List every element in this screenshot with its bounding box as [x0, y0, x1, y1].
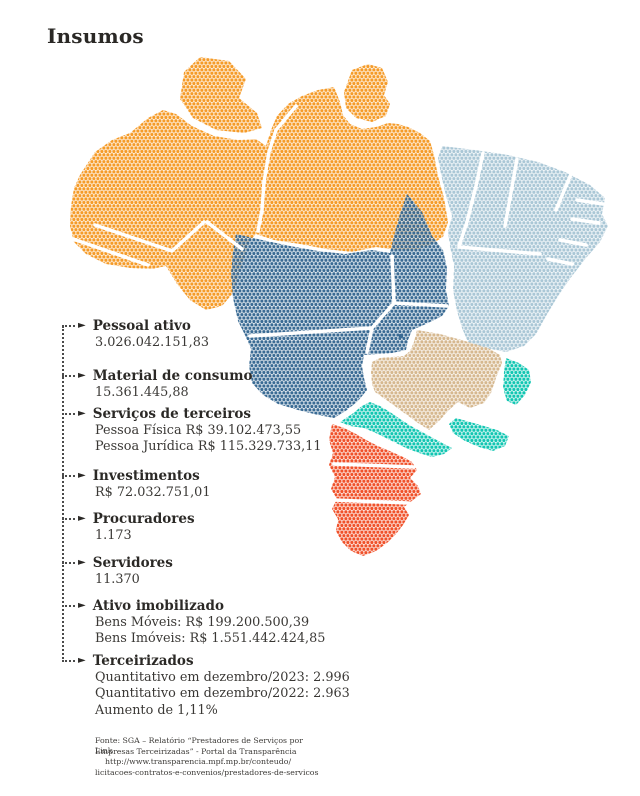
- legend-value: 11.370: [95, 572, 140, 587]
- legend-item-procuradores: ► Procuradores 1.173: [62, 511, 362, 544]
- legend-title: Terceirizados: [92, 653, 194, 669]
- arrow-right-icon: ►: [78, 513, 86, 524]
- region-amapa: [344, 64, 390, 122]
- region-north-main: [70, 87, 448, 310]
- legend-title: Servidores: [92, 555, 173, 571]
- arrow-right-icon: ►: [78, 320, 86, 331]
- region-south: [329, 424, 421, 556]
- page-title: Insumos: [47, 24, 144, 48]
- arrow-right-icon: ►: [78, 655, 86, 666]
- legend-item-pessoal-ativo: ► Pessoal ativo 3.026.042.151,83: [62, 318, 362, 351]
- legend-value: 3.026.042.151,83: [95, 335, 209, 350]
- region-sao-paulo: [340, 402, 452, 457]
- legend-title: Investimentos: [92, 468, 200, 484]
- source-line: Fonte: SGA – Relatório “Prestadores de S…: [95, 736, 303, 745]
- legend-value: 15.361.445,88: [95, 385, 189, 400]
- region-center-west: [231, 194, 449, 418]
- legend-item-servicos-terceiros: ► Serviços de terceiros Pessoa Física R$…: [62, 406, 362, 456]
- region-rio-de-janeiro: [449, 418, 509, 451]
- legend-title: Ativo imobilizado: [92, 598, 224, 614]
- state-boundaries-south: [332, 462, 416, 505]
- legend-title: Pessoal ativo: [92, 318, 191, 334]
- legend-title: Procuradores: [92, 511, 195, 527]
- legend-item-terceirizados: ► Terceirizados Quantitativo em dezembro…: [62, 653, 362, 719]
- legend-item-servidores: ► Servidores 11.370: [62, 555, 362, 588]
- state-boundaries-northeast: [457, 151, 605, 266]
- legend-item-ativo-imobilizado: ► Ativo imobilizado Bens Móveis: R$ 199.…: [62, 598, 362, 648]
- region-df-dot: [399, 334, 403, 338]
- dotted-connector: [62, 475, 75, 477]
- source-url-line: http://www.transparencia.mpf.mp.br/conte…: [105, 757, 292, 767]
- dotted-connector: [62, 413, 75, 415]
- arrow-right-icon: ►: [78, 600, 86, 611]
- dotted-connector: [62, 660, 75, 662]
- legend-value: Quantitativo em dezembro/2022: 2.963: [95, 686, 350, 702]
- legend-title: Material de consumo: [92, 368, 253, 384]
- region-espirito-santo: [503, 358, 531, 405]
- arrow-right-icon: ►: [78, 408, 86, 419]
- arrow-right-icon: ►: [78, 470, 86, 481]
- state-boundaries-north: [71, 104, 298, 267]
- region-roraima: [180, 57, 262, 133]
- legend-title: Serviços de terceiros: [92, 406, 251, 422]
- dotted-connector: [62, 325, 75, 327]
- region-northeast: [438, 146, 608, 352]
- link-label-overlap: Link: [95, 746, 113, 755]
- region-minas-gerais: [371, 330, 502, 430]
- dotted-connector: [62, 518, 75, 520]
- dotted-connector: [62, 375, 75, 377]
- legend-value: Bens Móveis: R$ 199.200.500,39: [95, 615, 310, 630]
- legend-value: Bens Imóveis: R$ 1.551.442.424,85: [95, 631, 326, 647]
- state-boundaries-center-west: [248, 254, 449, 354]
- source-line: Empresas Terceirizadas” - Portal da Tran…: [95, 746, 297, 756]
- source-footer: Fonte: SGA – Relatório “Prestadores de S…: [95, 736, 375, 778]
- legend-value: Pessoa Física R$ 39.102.473,55: [95, 423, 302, 438]
- legend-value: Pessoa Jurídica R$ 115.329.733,11: [95, 439, 322, 455]
- arrow-right-icon: ►: [78, 557, 86, 568]
- arrow-right-icon: ►: [78, 370, 86, 381]
- source-url-line: licitacoes-contratos-e-convenios/prestad…: [95, 767, 319, 777]
- legend-item-investimentos: ► Investimentos R$ 72.032.751,01: [62, 468, 362, 501]
- legend-value: R$ 72.032.751,01: [95, 485, 211, 500]
- legend-value: 1.173: [95, 528, 132, 543]
- dotted-connector: [62, 605, 75, 607]
- legend-value: Aumento de 1,11%: [95, 702, 218, 718]
- dotted-connector: [62, 562, 75, 564]
- legend-item-material-consumo: ► Material de consumo 15.361.445,88: [62, 368, 362, 401]
- legend-value: Quantitativo em dezembro/2023: 2.996: [95, 670, 350, 685]
- legend-dotted-spine: [62, 326, 64, 662]
